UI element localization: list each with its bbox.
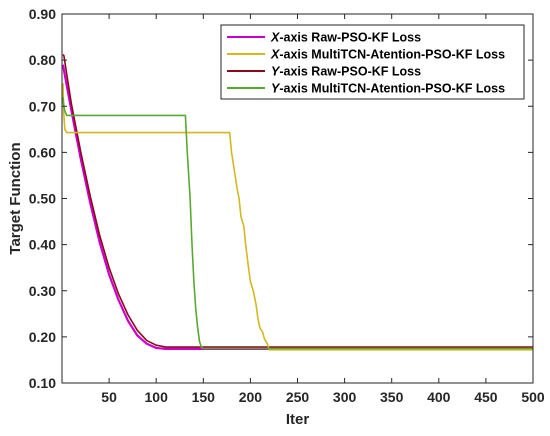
- legend-axis-name: X: [270, 31, 280, 45]
- x-tick-label: 50: [101, 389, 117, 405]
- x-tick-label: 350: [380, 389, 404, 405]
- x-tick-label: 450: [474, 389, 498, 405]
- y-tick-label: 0.20: [29, 329, 56, 345]
- legend-label: Y-axis Raw-PSO-KF Loss: [271, 65, 421, 79]
- y-tick-label: 0.60: [29, 144, 56, 160]
- legend-axis-name: Y: [271, 82, 281, 96]
- y-tick-label: 0.50: [29, 191, 56, 207]
- legend-entry-3: Y-axis Raw-PSO-KF Loss: [227, 65, 421, 79]
- x-axis-label: Iter: [286, 411, 310, 428]
- x-tick-label: 400: [427, 389, 451, 405]
- legend-entry-4: Y-axis MultiTCN-Atention-PSO-KF Loss: [227, 82, 505, 96]
- legend-entry-2: X-axis MultiTCN-Atention-PSO-KF Loss: [227, 48, 505, 62]
- y-tick-label: 0.90: [29, 6, 56, 22]
- x-tick-label: 100: [145, 389, 169, 405]
- x-tick-label: 250: [286, 389, 310, 405]
- y-tick-label: 0.80: [29, 52, 56, 68]
- x-tick-label: 300: [333, 389, 357, 405]
- x-tick-label: 200: [239, 389, 263, 405]
- legend-series-name: -axis MultiTCN-Atention-PSO-KF Loss: [279, 82, 505, 96]
- legend-label: X-axis MultiTCN-Atention-PSO-KF Loss: [270, 48, 505, 62]
- y-tick-label: 0.30: [29, 283, 56, 299]
- legend-label: Y-axis MultiTCN-Atention-PSO-KF Loss: [271, 82, 505, 96]
- series-line-4: [62, 96, 533, 350]
- legend-series-name: -axis Raw-PSO-KF Loss: [279, 65, 421, 79]
- axes: 50 100 150 200 250 300 350 400 450 500 0.10 0.20 0.3…: [29, 6, 545, 405]
- legend-axis-name: Y: [271, 65, 281, 79]
- series-line-2: [62, 83, 533, 351]
- y-axis-label: Target Function: [7, 142, 24, 254]
- legend-entry-1: X-axis Raw-PSO-KF Loss: [227, 31, 421, 45]
- legend-label: X-axis Raw-PSO-KF Loss: [270, 31, 421, 45]
- x-tick-label: 500: [521, 389, 545, 405]
- legend-box: [220, 24, 525, 100]
- legend-series-name: -axis MultiTCN-Atention-PSO-KF Loss: [279, 48, 505, 62]
- legend-series-name: -axis Raw-PSO-KF Loss: [279, 31, 421, 45]
- legend-axis-name: X: [270, 48, 280, 62]
- series-layer: [62, 54, 533, 351]
- y-tick-label: 0.40: [29, 237, 56, 253]
- y-tick-label: 0.70: [29, 98, 56, 114]
- y-tick-label: 0.10: [29, 375, 56, 391]
- series-line-3: [62, 54, 533, 348]
- x-tick-label: 150: [192, 389, 216, 405]
